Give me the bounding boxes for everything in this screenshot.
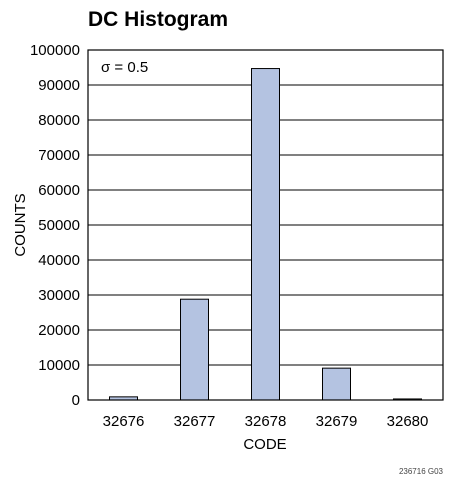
x-tick-label: 32676 [103, 413, 145, 430]
x-axis-label: CODE [243, 436, 286, 453]
y-axis-label: COUNTS [12, 193, 29, 256]
sigma-annotation: σ = 0.5 [101, 59, 148, 76]
y-tick-label: 50000 [38, 217, 80, 234]
bar-32679 [322, 367, 351, 401]
bar-32677 [180, 298, 209, 401]
y-tick-label: 80000 [38, 112, 80, 129]
y-tick-labels: 0 10000 20000 30000 40000 50000 60000 70000 8000… [30, 42, 80, 409]
y-tick-label: 90000 [38, 77, 80, 94]
y-tick-label: 40000 [38, 252, 80, 269]
x-tick-label: 32677 [174, 413, 216, 430]
x-tick-label: 32679 [316, 413, 358, 430]
y-tick-label: 100000 [30, 42, 80, 59]
y-tick-label: 60000 [38, 182, 80, 199]
y-tick-label: 30000 [38, 287, 80, 304]
x-tick-label: 32678 [245, 413, 287, 430]
figure-code: 236716 G03 [399, 467, 444, 476]
bar-32678 [251, 68, 280, 401]
chart-title: DC Histogram [88, 8, 228, 31]
bars [109, 68, 422, 401]
x-tick-label: 32680 [387, 413, 429, 430]
y-tick-label: 20000 [38, 322, 80, 339]
y-tick-label: 70000 [38, 147, 80, 164]
y-tick-label: 0 [72, 392, 80, 409]
plot-frame [87, 49, 444, 401]
x-tick-labels: 32676 32677 32678 32679 32680 [103, 413, 429, 430]
y-tick-label: 10000 [38, 357, 80, 374]
